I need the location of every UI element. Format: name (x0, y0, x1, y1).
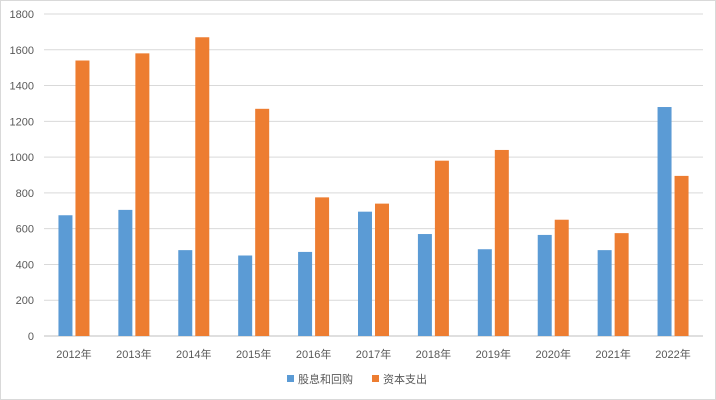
y-tick-label: 1600 (10, 45, 34, 57)
legend-label-capex: 资本支出 (383, 372, 427, 386)
y-tick-label: 600 (16, 224, 34, 236)
legend-swatch-dividends (287, 375, 294, 382)
x-tick-label: 2013年 (116, 347, 151, 361)
bar-dividends (358, 211, 372, 336)
x-tick-label: 2020年 (535, 347, 570, 361)
legend-label-dividends: 股息和回购 (298, 372, 353, 386)
legend: 股息和回购 资本支出 (287, 372, 427, 386)
bar-dividends (58, 215, 73, 336)
bars (58, 37, 689, 337)
bar-capex (195, 37, 210, 336)
gridlines (44, 13, 703, 337)
bar-capex (614, 233, 629, 336)
bar-dividends (298, 251, 313, 336)
y-tick-label: 1400 (10, 81, 34, 93)
bar-dividends (657, 107, 672, 337)
x-tick-label: 2019年 (476, 347, 511, 361)
bar-capex (75, 60, 90, 337)
y-tick-label: 1800 (10, 9, 34, 21)
y-tick-label: 1200 (10, 116, 34, 128)
bar-dividends (118, 209, 133, 336)
bar-capex (315, 197, 330, 336)
x-axis-ticks: 2012年 2013年 2014年 2015年 2016年 2017年 2018年 2019年… (56, 347, 691, 361)
y-tick-label: 400 (16, 259, 34, 271)
x-tick-label: 2017年 (356, 347, 391, 361)
x-tick-label: 2022年 (655, 347, 690, 361)
bar-capex (255, 108, 270, 336)
y-axis-ticks: 0 200 400 600 800 1000 1200 1400 1600 1800 (10, 9, 34, 343)
bar-capex (375, 203, 389, 336)
x-tick-label: 2016年 (296, 347, 331, 361)
bar-capex (674, 175, 689, 336)
bar-capex (434, 160, 449, 336)
bar-dividends (238, 255, 253, 336)
bar-dividends (417, 234, 432, 336)
x-tick-label: 2018年 (416, 347, 451, 361)
bar-dividends (178, 250, 193, 336)
legend-swatch-capex (372, 375, 379, 382)
bar-capex (494, 149, 509, 336)
y-tick-label: 0 (28, 331, 34, 343)
bar-dividends (477, 249, 492, 336)
y-tick-label: 200 (16, 295, 34, 307)
x-tick-label: 2015年 (236, 347, 271, 361)
x-tick-label: 2021年 (595, 347, 630, 361)
y-tick-label: 1000 (10, 152, 34, 164)
x-tick-label: 2012年 (56, 347, 91, 361)
bar-capex (554, 219, 569, 336)
bar-dividends (537, 234, 552, 336)
bar-capex (135, 53, 150, 336)
x-tick-label: 2014年 (176, 347, 211, 361)
y-tick-label: 800 (16, 188, 34, 200)
bar-dividends (597, 250, 612, 336)
